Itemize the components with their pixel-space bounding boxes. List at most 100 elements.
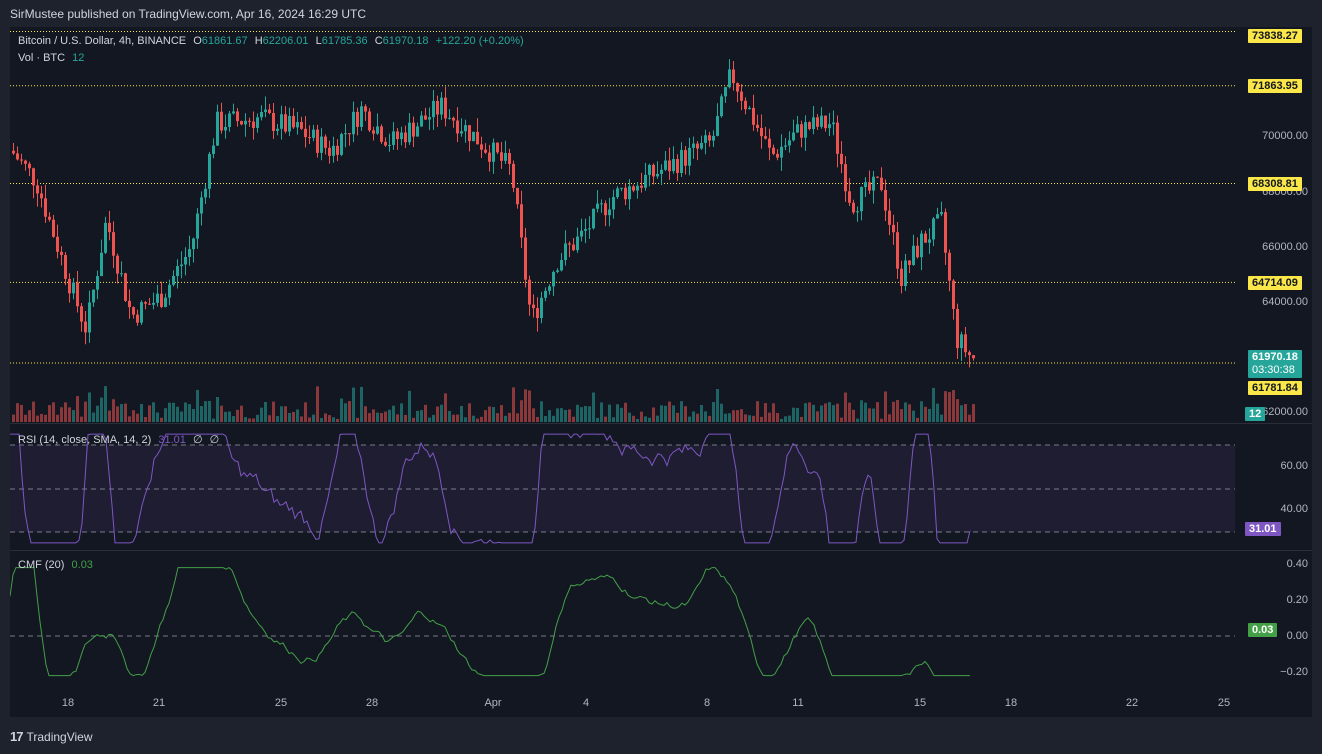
volume-bar xyxy=(648,417,651,422)
cmf-value-tag: 0.03 xyxy=(1248,623,1278,637)
volume-bar xyxy=(704,411,707,422)
candle-body xyxy=(400,132,403,140)
chart-area[interactable]: Bitcoin / U.S. Dollar, 4h, BINANCE O6186… xyxy=(10,27,1312,717)
candle-body xyxy=(292,115,295,128)
candle-body xyxy=(612,197,615,210)
candle-body xyxy=(748,107,751,110)
candle-body xyxy=(848,191,851,203)
volume-bar xyxy=(88,392,91,422)
symbol-name[interactable]: Bitcoin / U.S. Dollar, 4h, BINANCE xyxy=(18,35,187,47)
volume-bar xyxy=(612,417,615,422)
price-axis-label: 70000.00 xyxy=(1262,130,1308,142)
candle-body xyxy=(784,145,787,147)
candle-body xyxy=(592,208,595,229)
volume-bar xyxy=(408,390,411,422)
volume-bar xyxy=(136,413,139,422)
candle-body xyxy=(692,143,695,148)
volume-bar xyxy=(696,413,699,422)
candle-body xyxy=(500,152,503,161)
volume-bar xyxy=(36,415,39,422)
candle-body xyxy=(464,125,467,132)
volume-bar xyxy=(220,405,223,422)
volume-bar xyxy=(216,396,219,422)
candle-body xyxy=(952,280,955,309)
time-axis-label: 25 xyxy=(274,697,288,709)
candle-body xyxy=(756,124,759,128)
volume-bar xyxy=(464,417,467,422)
volume-bar xyxy=(532,408,535,422)
candle-body xyxy=(928,239,931,243)
candle-body xyxy=(912,245,915,265)
volume-bar xyxy=(792,407,795,422)
symbol-legend[interactable]: Bitcoin / U.S. Dollar, 4h, BINANCE O6186… xyxy=(18,35,528,47)
volume-bar xyxy=(96,405,99,422)
pane-separator-cmf[interactable] xyxy=(10,550,1312,551)
volume-bar xyxy=(236,409,239,422)
volume-bar xyxy=(232,416,235,422)
candle-body xyxy=(260,111,263,118)
candle-body xyxy=(620,187,623,189)
volume-bar xyxy=(388,409,391,422)
candle-body xyxy=(796,124,799,133)
candle-body xyxy=(156,293,159,303)
volume-bar xyxy=(884,391,887,422)
volume-bar xyxy=(184,402,187,422)
candle-body xyxy=(528,279,531,305)
candle-body xyxy=(624,187,627,200)
candle-body xyxy=(664,160,667,170)
volume-bar xyxy=(128,416,131,422)
rsi-value: 31.01 xyxy=(158,434,186,446)
tradingview-footer[interactable]: 17 TradingView xyxy=(10,729,93,744)
volume-bar xyxy=(680,401,683,422)
volume-bar xyxy=(392,405,395,422)
candle-body xyxy=(420,115,423,127)
volume-bar xyxy=(760,416,763,422)
candle-body xyxy=(740,91,743,101)
candle-body xyxy=(660,169,663,174)
candle-body xyxy=(380,126,383,142)
candle-body xyxy=(280,114,283,129)
volume-bar xyxy=(720,403,723,422)
volume-bar xyxy=(296,409,299,422)
candle-body xyxy=(120,273,123,275)
candle-body xyxy=(348,133,351,135)
volume-bar xyxy=(600,402,603,422)
volume-bar xyxy=(744,414,747,422)
candle-body xyxy=(108,222,111,233)
volume-bar xyxy=(568,409,571,422)
candle-body xyxy=(492,142,495,162)
pane-separator-rsi[interactable] xyxy=(10,423,1312,424)
rsi-legend[interactable]: RSI (14, close, SMA, 14, 2) 31.01 ∅ ∅ xyxy=(18,433,223,446)
volume-bar xyxy=(768,412,771,422)
volume-bar xyxy=(200,406,203,422)
candle-body xyxy=(876,176,879,178)
candle-body xyxy=(720,96,723,117)
candle-body xyxy=(760,127,763,137)
volume-bar xyxy=(476,418,479,422)
chart-canvas[interactable] xyxy=(10,27,1312,717)
volume-bar xyxy=(756,401,759,422)
volume-bar xyxy=(780,418,783,422)
cmf-legend[interactable]: CMF (20) 0.03 xyxy=(18,559,97,571)
tradingview-brand: TradingView xyxy=(26,729,93,744)
candle-body xyxy=(476,131,479,145)
volume-legend[interactable]: Vol · BTC 12 xyxy=(18,52,88,64)
volume-bar xyxy=(904,402,907,422)
candle-body xyxy=(316,129,319,153)
volume-bar xyxy=(832,405,835,422)
volume-bar xyxy=(400,403,403,422)
volume-bar xyxy=(324,413,327,422)
candle-body xyxy=(232,111,235,114)
cmf-axis-label: 0.00 xyxy=(1286,630,1308,642)
candle-body xyxy=(636,185,639,191)
volume-bar xyxy=(968,414,971,422)
candle-body xyxy=(580,230,583,237)
candle-body xyxy=(104,222,107,253)
rsi-line xyxy=(10,433,971,544)
candle-body xyxy=(840,153,843,165)
candle-body xyxy=(236,111,239,122)
volume-bar xyxy=(512,387,515,422)
volume-bar xyxy=(908,404,911,422)
volume-bar xyxy=(764,403,767,422)
last-price-value: 61970.18 xyxy=(1252,351,1298,363)
